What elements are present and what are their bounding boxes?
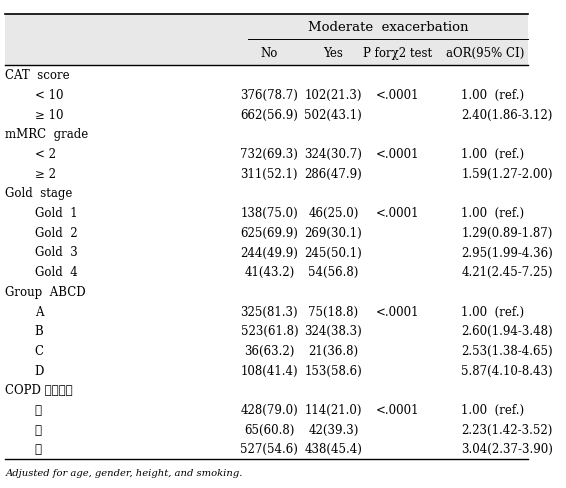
- Bar: [5, 15, 528, 66]
- Text: 662(56.9): 662(56.9): [241, 108, 298, 122]
- Text: 1.00  (ref.): 1.00 (ref.): [461, 89, 525, 102]
- Text: 114(21.0): 114(21.0): [305, 403, 362, 416]
- Text: ≥ 10: ≥ 10: [35, 108, 63, 122]
- Text: 46(25.0): 46(25.0): [308, 207, 358, 220]
- Text: Gold  2: Gold 2: [35, 226, 78, 239]
- Text: 311(52.1): 311(52.1): [241, 167, 298, 181]
- Text: Gold  4: Gold 4: [35, 265, 78, 279]
- Text: 153(58.6): 153(58.6): [305, 364, 362, 377]
- Text: <.0001: <.0001: [376, 403, 419, 416]
- Text: 3.04(2.37-3.90): 3.04(2.37-3.90): [461, 443, 553, 455]
- Text: 1.00  (ref.): 1.00 (ref.): [461, 403, 525, 416]
- Text: 428(79.0): 428(79.0): [241, 403, 298, 416]
- Text: 108(41.4): 108(41.4): [241, 364, 298, 377]
- Text: Adjusted for age, gender, height, and smoking.: Adjusted for age, gender, height, and sm…: [5, 468, 243, 477]
- Text: Gold  stage: Gold stage: [5, 187, 72, 200]
- Text: 5.87(4.10-8.43): 5.87(4.10-8.43): [461, 364, 553, 377]
- Text: 나: 나: [35, 423, 42, 436]
- Text: 2.60(1.94-3.48): 2.60(1.94-3.48): [461, 325, 553, 338]
- Text: 2.23(1.42-3.52): 2.23(1.42-3.52): [461, 423, 553, 436]
- Text: 36(63.2): 36(63.2): [244, 344, 294, 357]
- Text: 21(36.8): 21(36.8): [308, 344, 358, 357]
- Text: 65(60.8): 65(60.8): [244, 423, 294, 436]
- Text: 269(30.1): 269(30.1): [305, 226, 362, 239]
- Text: 2.53(1.38-4.65): 2.53(1.38-4.65): [461, 344, 553, 357]
- Text: 1.29(0.89-1.87): 1.29(0.89-1.87): [461, 226, 553, 239]
- Text: 다: 다: [35, 443, 42, 455]
- Text: 102(21.3): 102(21.3): [305, 89, 362, 102]
- Text: 1.00  (ref.): 1.00 (ref.): [461, 207, 525, 220]
- Text: CAT  score: CAT score: [5, 69, 70, 82]
- Text: 502(43.1): 502(43.1): [305, 108, 362, 122]
- Text: 438(45.4): 438(45.4): [305, 443, 362, 455]
- Text: 244(49.9): 244(49.9): [241, 246, 298, 259]
- Text: 1.59(1.27-2.00): 1.59(1.27-2.00): [461, 167, 553, 181]
- Text: D: D: [35, 364, 44, 377]
- Text: 42(39.3): 42(39.3): [308, 423, 358, 436]
- Text: 54(56.8): 54(56.8): [308, 265, 358, 279]
- Text: <.0001: <.0001: [376, 207, 419, 220]
- Text: Gold  1: Gold 1: [35, 207, 78, 220]
- Text: No: No: [261, 46, 278, 60]
- Text: 245(50.1): 245(50.1): [305, 246, 362, 259]
- Text: Group  ABCD: Group ABCD: [5, 285, 86, 298]
- Text: aOR(95% CI): aOR(95% CI): [446, 46, 525, 60]
- Text: COPD 국내지침: COPD 국내지침: [5, 384, 73, 396]
- Text: 325(81.3): 325(81.3): [241, 305, 298, 318]
- Text: 4.21(2.45-7.25): 4.21(2.45-7.25): [461, 265, 553, 279]
- Text: C: C: [35, 344, 44, 357]
- Text: 1.00  (ref.): 1.00 (ref.): [461, 148, 525, 161]
- Text: 324(38.3): 324(38.3): [305, 325, 362, 338]
- Text: 1.00  (ref.): 1.00 (ref.): [461, 305, 525, 318]
- Text: 가: 가: [35, 403, 42, 416]
- Text: 527(54.6): 527(54.6): [241, 443, 298, 455]
- Text: mMRC  grade: mMRC grade: [5, 128, 89, 141]
- Text: 41(43.2): 41(43.2): [244, 265, 294, 279]
- Text: 732(69.3): 732(69.3): [241, 148, 298, 161]
- Text: 324(30.7): 324(30.7): [305, 148, 362, 161]
- Text: 523(61.8): 523(61.8): [241, 325, 298, 338]
- Text: <.0001: <.0001: [376, 89, 419, 102]
- Text: <.0001: <.0001: [376, 148, 419, 161]
- Text: 75(18.8): 75(18.8): [308, 305, 358, 318]
- Text: A: A: [35, 305, 43, 318]
- Text: Yes: Yes: [323, 46, 343, 60]
- Text: < 2: < 2: [35, 148, 55, 161]
- Text: P forχ2 test: P forχ2 test: [363, 46, 432, 60]
- Text: 625(69.9): 625(69.9): [241, 226, 298, 239]
- Text: ≥ 2: ≥ 2: [35, 167, 55, 181]
- Text: 2.40(1.86-3.12): 2.40(1.86-3.12): [461, 108, 553, 122]
- Text: 2.95(1.99-4.36): 2.95(1.99-4.36): [461, 246, 553, 259]
- Text: <.0001: <.0001: [376, 305, 419, 318]
- Text: B: B: [35, 325, 44, 338]
- Text: 286(47.9): 286(47.9): [305, 167, 362, 181]
- Text: < 10: < 10: [35, 89, 63, 102]
- Text: 376(78.7): 376(78.7): [241, 89, 298, 102]
- Text: Moderate  exacerbation: Moderate exacerbation: [308, 21, 468, 34]
- Text: 138(75.0): 138(75.0): [241, 207, 298, 220]
- Text: Gold  3: Gold 3: [35, 246, 78, 259]
